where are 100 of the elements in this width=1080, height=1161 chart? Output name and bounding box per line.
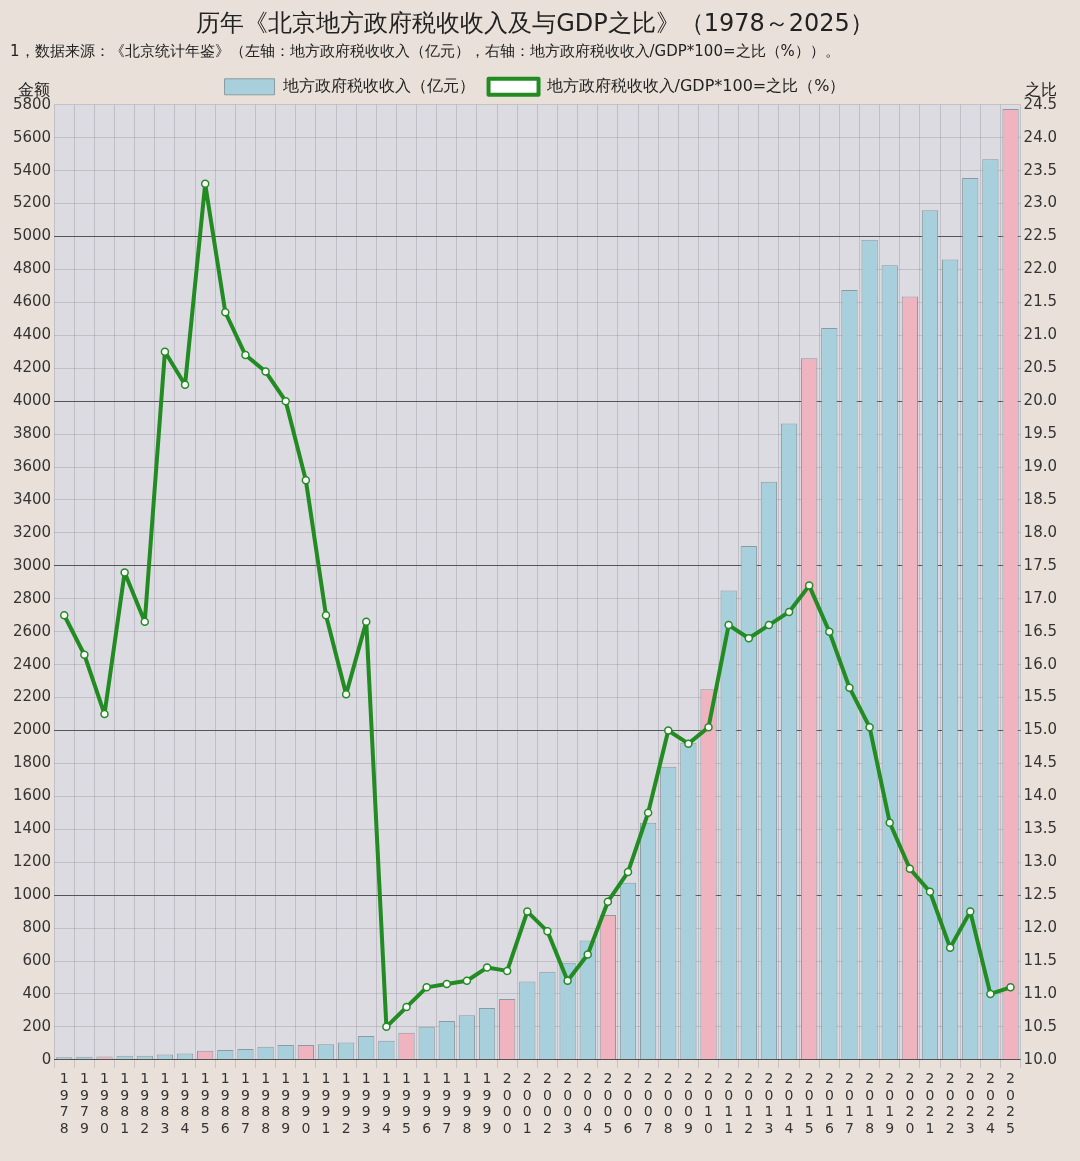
y2-tick-label: 23.0 — [1023, 193, 1058, 212]
x-tick-label: 2007 — [643, 1069, 653, 1137]
x-tick-label: 2016 — [824, 1069, 834, 1137]
y-tick-label: 1200 — [12, 852, 52, 871]
y2-tick-label: 12.5 — [1023, 885, 1058, 904]
y-tick-label: 200 — [22, 1016, 52, 1035]
x-tick-label: 1990 — [301, 1069, 311, 1137]
y-tick-label: 0 — [41, 1049, 52, 1068]
x-tick-label: 2019 — [885, 1069, 895, 1137]
x-tick-label: 2003 — [563, 1069, 573, 1137]
x-tick-label: 1988 — [261, 1069, 271, 1137]
x-tick-label: 2004 — [583, 1069, 593, 1137]
point — [402, 1002, 411, 1012]
y-tick-label: 1000 — [12, 885, 52, 904]
y2-tick-label: 16.0 — [1023, 654, 1058, 673]
y-tick-label: 3600 — [12, 456, 52, 475]
x-tick-label: 1980 — [100, 1069, 109, 1137]
point — [966, 907, 975, 916]
x-tick-label: 1991 — [321, 1069, 331, 1137]
x-tick-label: 1983 — [160, 1069, 170, 1137]
y-tick-label: 600 — [22, 950, 52, 969]
x-tick-label: 1997 — [442, 1069, 452, 1137]
x-tick-label: 2017 — [845, 1069, 854, 1137]
y2-tick-label: 22.0 — [1023, 259, 1058, 278]
x-tick-label: 2021 — [925, 1069, 935, 1137]
y2-tick-label: 23.5 — [1023, 160, 1058, 179]
point — [221, 308, 230, 317]
y-tick-label: 800 — [22, 917, 52, 936]
y-tick-label: 2000 — [12, 720, 52, 739]
y2-tick-label: 24.0 — [1023, 127, 1058, 146]
point — [160, 347, 170, 357]
x-tick-label: 2000 — [502, 1069, 512, 1137]
y2-tick-label: 17.5 — [1023, 555, 1058, 574]
y2-tick-label: 17.0 — [1023, 588, 1058, 607]
point — [502, 966, 512, 976]
y-tick-label: 4400 — [12, 325, 52, 344]
y2-tick-label: 10.0 — [1023, 1049, 1058, 1068]
point — [865, 722, 874, 732]
x-tick-label: 1981 — [120, 1069, 130, 1137]
y-tick-label: 5400 — [12, 160, 52, 179]
y2-tick-label: 19.0 — [1023, 456, 1058, 475]
point — [1006, 983, 1015, 992]
chart-subtitle: 1，数据来源：《北京统计年鉴》（左轴：地方政府税收收入（亿元），右轴：地方政府税收收入/GDP*100=之比（%））。 — [10, 41, 840, 60]
point — [261, 367, 270, 376]
chart-title: 历年《北京地方政府税收收入及与GDP之比》（1978～2025） — [196, 8, 874, 37]
point — [241, 350, 250, 360]
x-tick-label: 1978 — [59, 1069, 69, 1137]
x-tick-label: 2022 — [945, 1069, 955, 1137]
point — [482, 963, 492, 972]
point — [704, 722, 713, 732]
point — [905, 864, 915, 874]
x-tick-label: 1994 — [381, 1069, 391, 1137]
x-tick-label: 2013 — [764, 1069, 774, 1137]
y2-tick-label: 15.5 — [1023, 687, 1058, 706]
point — [120, 568, 129, 577]
point — [825, 627, 834, 636]
point — [764, 620, 774, 630]
x-tick-label: 1995 — [402, 1069, 411, 1137]
point — [180, 380, 190, 389]
y-tick-label: 3000 — [12, 555, 52, 574]
point — [986, 989, 995, 999]
y2-tick-label: 22.5 — [1023, 226, 1058, 245]
y2-tick-label: 12.0 — [1023, 917, 1058, 936]
y2-tick-label: 19.5 — [1023, 424, 1058, 442]
point — [422, 983, 431, 992]
x-tick-label: 1999 — [482, 1069, 492, 1137]
x-tick-label: 1982 — [140, 1069, 150, 1137]
point — [523, 907, 532, 916]
point — [321, 610, 331, 620]
point — [804, 581, 814, 590]
point — [281, 396, 290, 406]
point — [845, 683, 854, 692]
y2-tick-label: 20.0 — [1023, 391, 1058, 410]
y-tick-label: 5600 — [12, 127, 52, 146]
point — [684, 739, 693, 748]
y2-tick-label: 18.5 — [1023, 489, 1058, 508]
y-tick-label: 2600 — [12, 621, 52, 640]
y-tick-label: 2800 — [12, 588, 52, 607]
x-tick-label: 2011 — [724, 1069, 734, 1137]
point — [80, 650, 89, 659]
y-tick-label: 2400 — [12, 654, 52, 673]
x-tick-label: 2009 — [683, 1069, 693, 1137]
x-tick-label: 1985 — [200, 1069, 210, 1137]
x-tick-label: 2024 — [985, 1069, 995, 1137]
point — [543, 927, 552, 936]
y-tick-label: 1800 — [12, 753, 52, 772]
x-tick-label: 2010 — [704, 1069, 713, 1137]
x-tick-label: 1993 — [361, 1069, 371, 1137]
x-tick-label: 1984 — [180, 1069, 190, 1137]
point — [623, 867, 633, 877]
x-tick-label: 2025 — [1006, 1069, 1015, 1137]
x-tick-label: 2002 — [542, 1069, 552, 1137]
y2-tick-label: 21.5 — [1023, 292, 1058, 311]
y2-tick-label: 11.5 — [1023, 950, 1058, 969]
point — [583, 950, 592, 959]
x-tick-label: 1979 — [79, 1069, 89, 1137]
y-tick-label: 4000 — [12, 391, 52, 410]
y-tick-label: 4200 — [12, 358, 52, 377]
y-tick-label: 4600 — [12, 292, 52, 311]
x-tick-label: 2014 — [784, 1069, 794, 1137]
